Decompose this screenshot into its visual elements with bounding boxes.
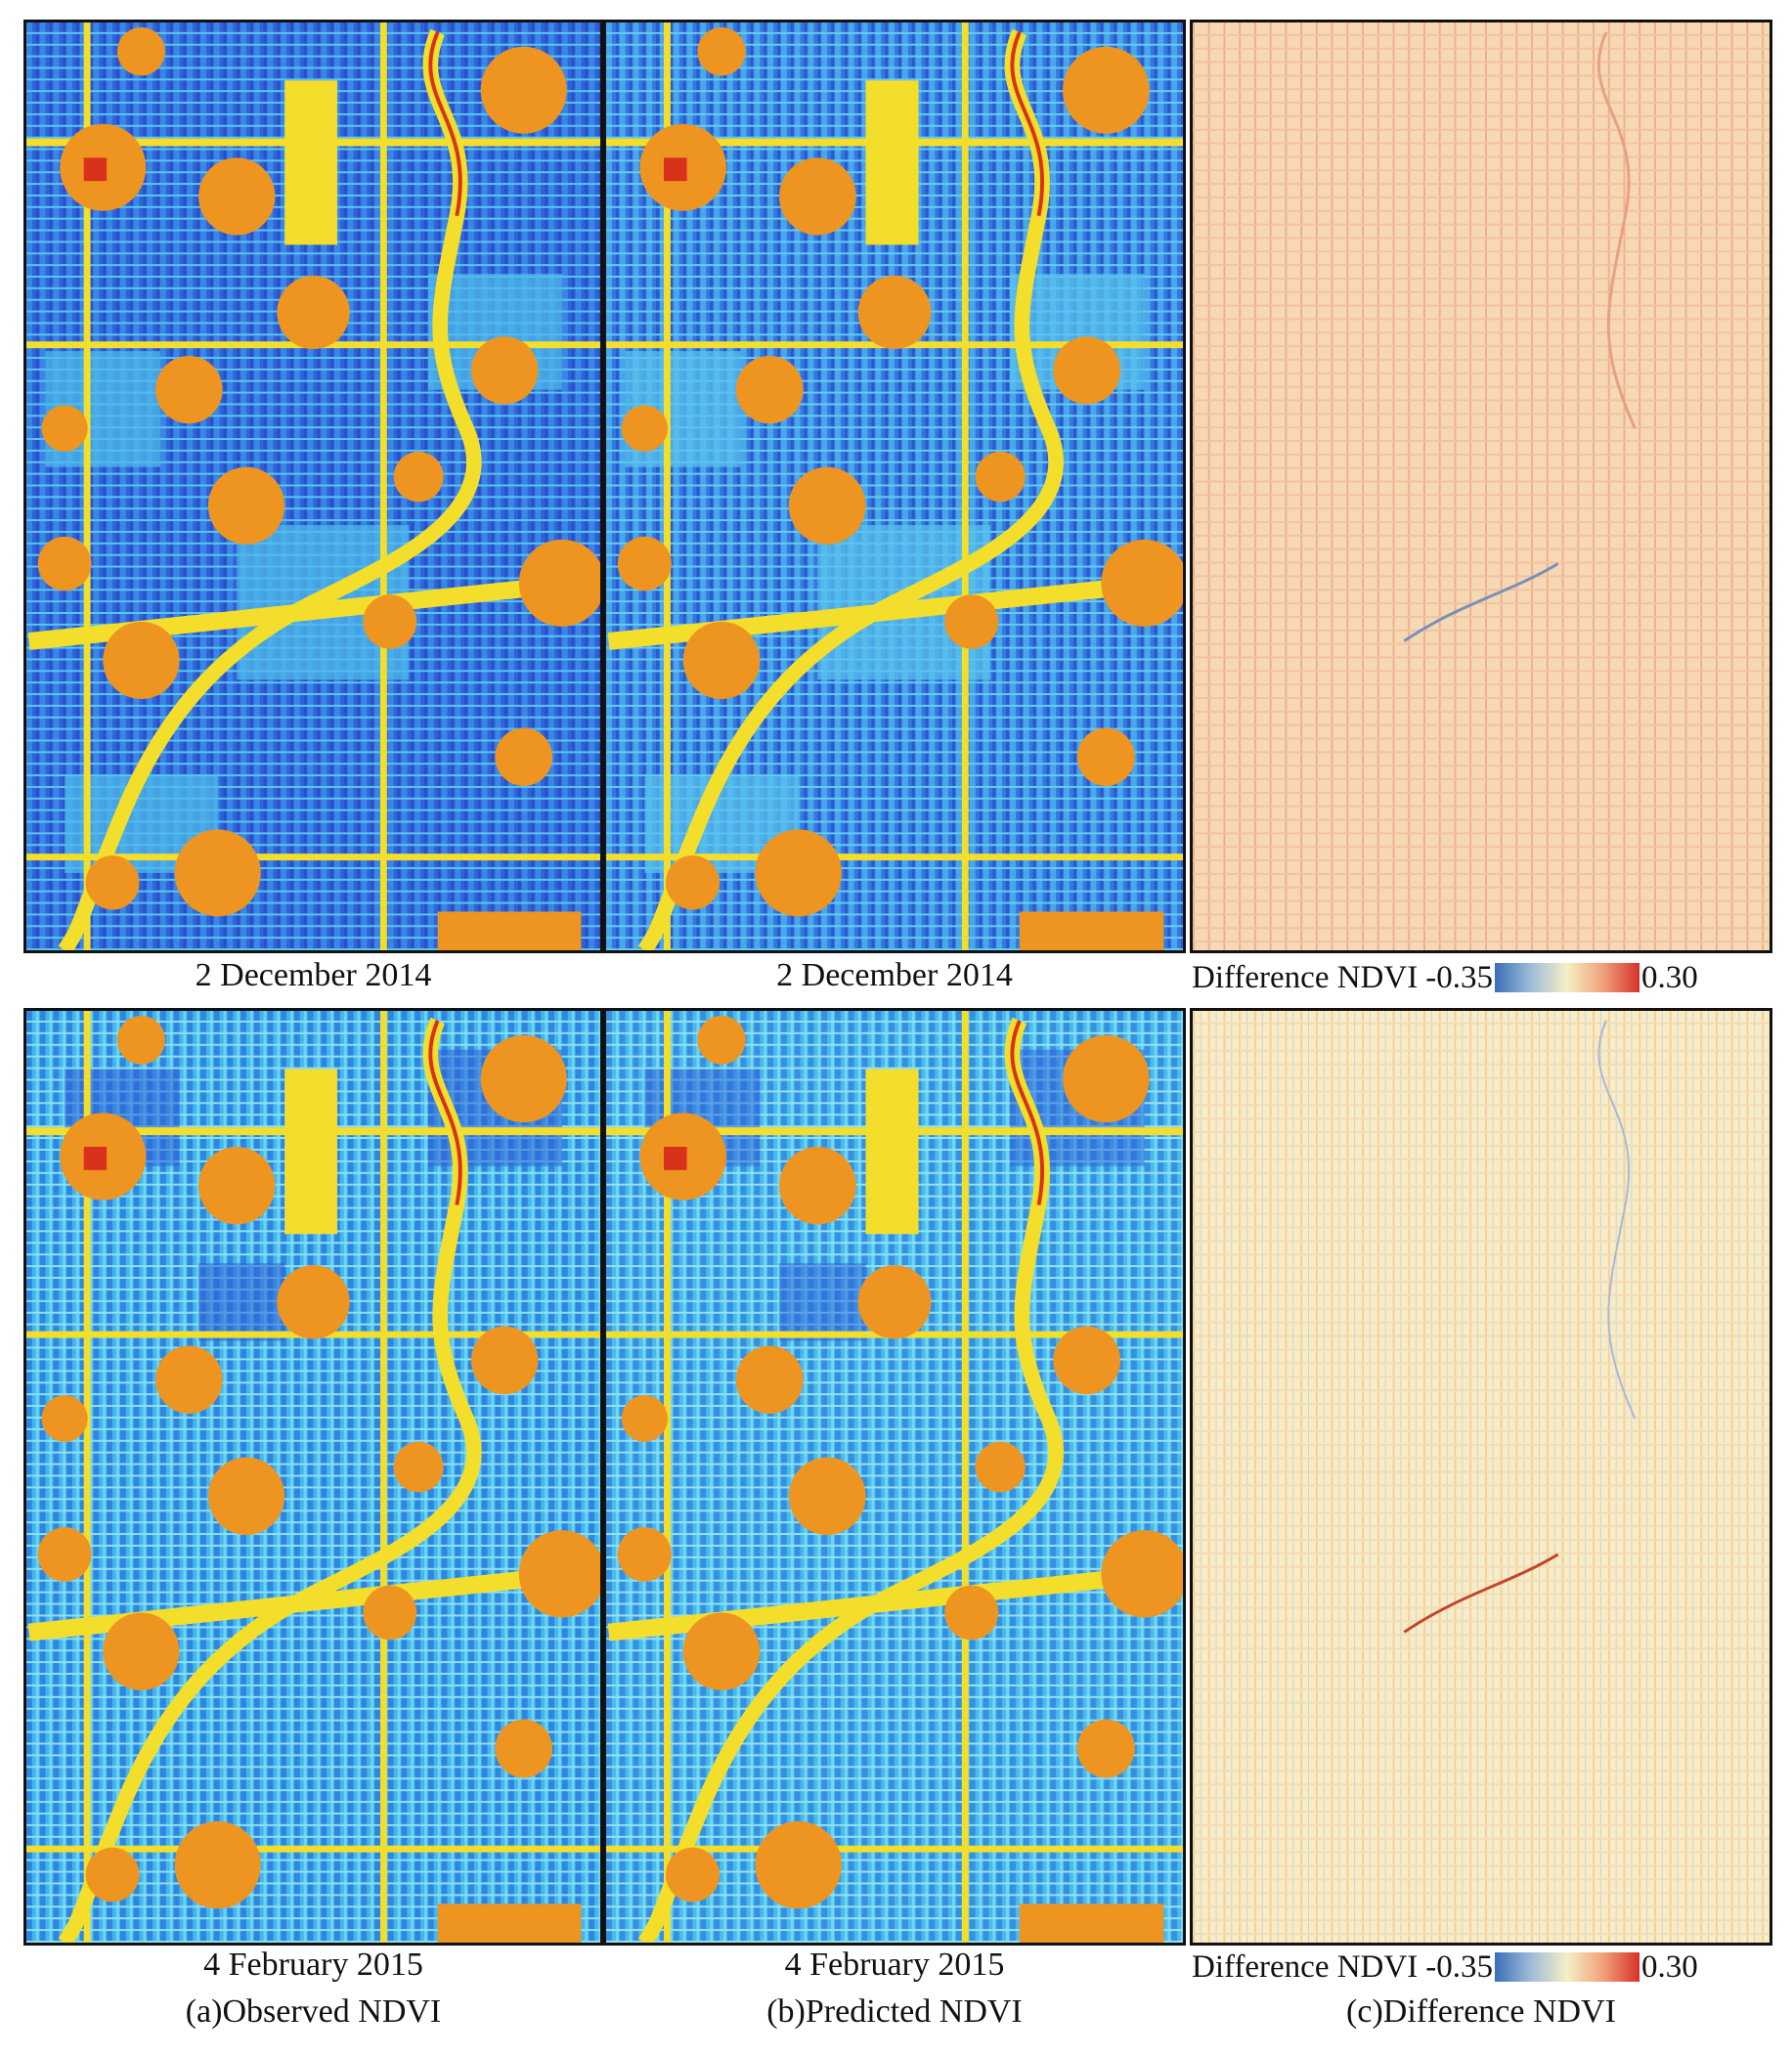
predicted-ndvi-raster xyxy=(606,1011,1183,1943)
observed-date-caption: 4 February 2015 xyxy=(203,1947,423,1983)
difference-ndvi-raster xyxy=(1193,1011,1770,1943)
predicted-ndvi-map-dec-2014 xyxy=(603,20,1186,953)
observed-ndvi-raster xyxy=(26,22,600,950)
predicted-ndvi-map-feb-2015 xyxy=(603,1008,1186,1946)
difference-ndvi-map-dec-2014 xyxy=(1190,20,1772,953)
difference-ndvi-map-feb-2015 xyxy=(1190,1008,1772,1946)
predicted-date-caption: 4 February 2015 xyxy=(784,1947,1005,1983)
observed-ndvi-map-dec-2014 xyxy=(23,20,603,953)
difference-legend: Difference NDVI -0.35 0.30 xyxy=(1192,958,1698,997)
column-caption-predicted: (b)Predicted NDVI xyxy=(766,1993,1023,2030)
legend-label: Difference NDVI xyxy=(1192,1948,1419,1985)
legend-max: 0.30 xyxy=(1640,1948,1698,1985)
observed-date-caption: 2 December 2014 xyxy=(195,957,432,993)
predicted-ndvi-raster xyxy=(606,22,1183,950)
legend-label: Difference NDVI xyxy=(1192,959,1419,995)
difference-legend: Difference NDVI -0.35 0.30 xyxy=(1192,1948,1698,1987)
difference-ndvi-raster xyxy=(1193,22,1770,950)
observed-ndvi-map-feb-2015 xyxy=(23,1008,603,1946)
legend-min: -0.35 xyxy=(1425,959,1493,995)
column-caption-difference: (c)Difference NDVI xyxy=(1346,1993,1616,2030)
observed-ndvi-raster xyxy=(26,1011,600,1943)
column-caption-observed: (a)Observed NDVI xyxy=(185,1993,442,2030)
legend-min: -0.35 xyxy=(1425,1948,1493,1985)
legend-colorbar xyxy=(1494,963,1639,992)
legend-max: 0.30 xyxy=(1640,959,1698,995)
predicted-date-caption: 2 December 2014 xyxy=(776,957,1013,993)
legend-colorbar xyxy=(1494,1952,1639,1982)
